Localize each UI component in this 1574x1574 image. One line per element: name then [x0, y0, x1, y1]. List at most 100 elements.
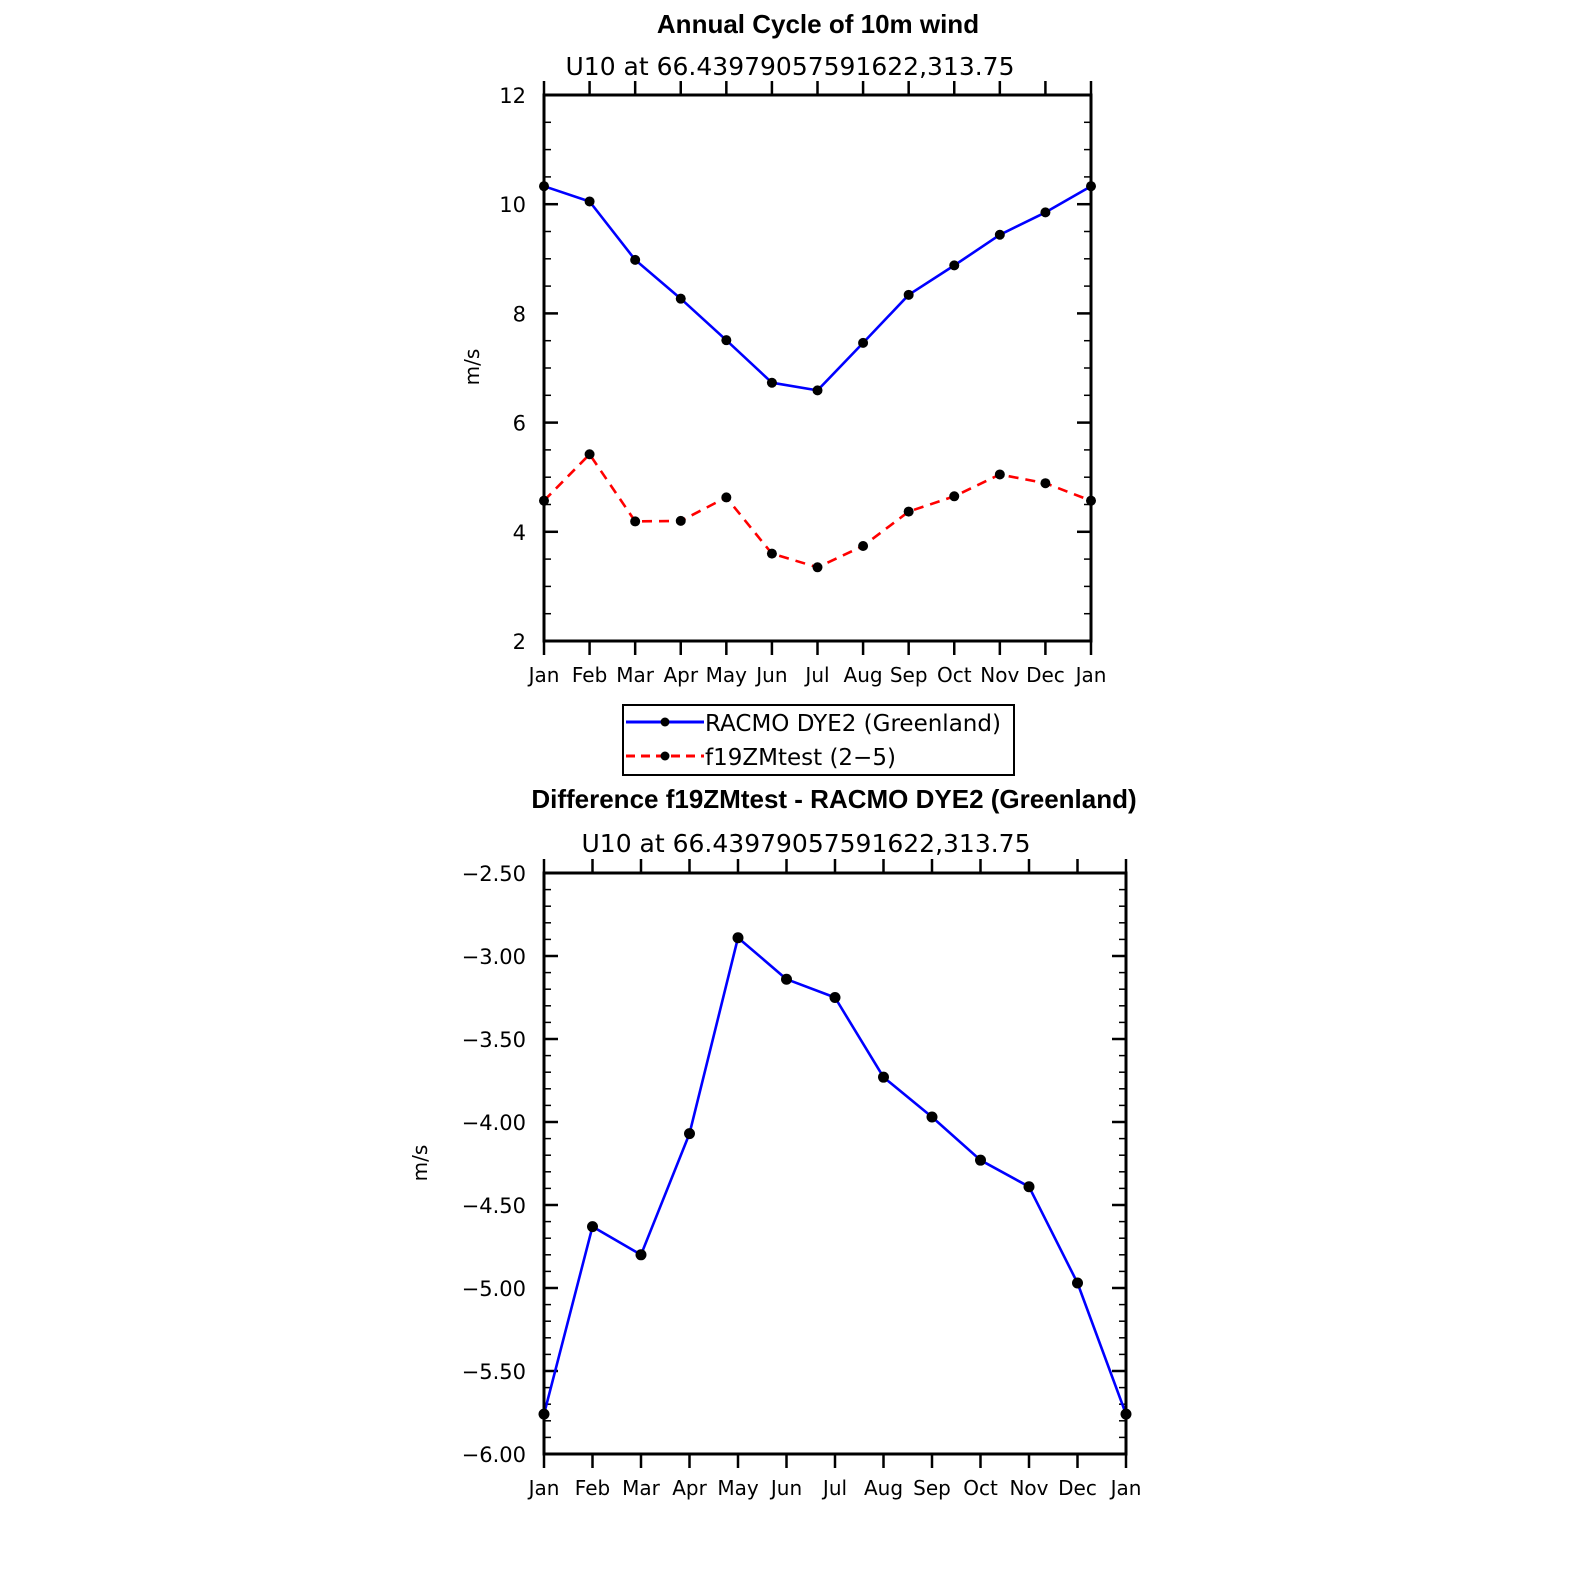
xtick-label: Feb	[575, 1476, 610, 1500]
data-point	[949, 260, 960, 271]
series-line-0	[543, 184, 1092, 392]
chart1-plot-frame	[542, 93, 1093, 643]
difference-chart: Difference f19ZMtest - RACMO DYE2 (Green…	[408, 784, 1141, 1500]
chart2-ytick-labels: −2.50 −3.00 −3.50 −4.00 −4.50 −5.00 −5.50 −6.00	[462, 862, 526, 1467]
data-point	[878, 1071, 889, 1083]
data-point	[994, 229, 1005, 240]
xtick-label: Aug	[844, 663, 883, 687]
data-point	[721, 492, 732, 503]
data-point	[1023, 1181, 1035, 1193]
data-point	[781, 973, 792, 985]
data-point	[584, 449, 595, 460]
chart1-legend: RACMO DYE2 (Greenland) f19ZMtest (2−5)	[622, 704, 1015, 776]
data-point	[630, 254, 641, 265]
chart1-ylabel: m/s	[460, 349, 484, 386]
ytick-label: 8	[513, 302, 526, 326]
data-point	[829, 992, 841, 1003]
xtick-label: Oct	[937, 663, 972, 687]
xtick-label: Jan	[1074, 663, 1107, 687]
ytick-label: 12	[499, 84, 526, 108]
xtick-label: Feb	[572, 663, 607, 687]
xtick-label: Jan	[527, 663, 560, 687]
xtick-label: Jun	[754, 663, 787, 687]
ytick-label: −6.00	[462, 1443, 526, 1467]
xtick-label: Jun	[769, 1476, 802, 1500]
chart2-series	[538, 932, 1132, 1420]
data-point	[812, 562, 823, 573]
xtick-label: Mar	[616, 663, 655, 687]
xtick-label: Oct	[963, 1476, 998, 1500]
ytick-label: −5.50	[462, 1360, 526, 1384]
xtick-label: Sep	[913, 1476, 951, 1500]
chart2-ylabel: m/s	[408, 1145, 432, 1182]
data-point	[994, 469, 1005, 480]
annual-cycle-chart: Annual Cycle of 10m wind U10 at 66.43979…	[460, 9, 1107, 776]
xtick-label: Apr	[672, 1476, 707, 1500]
chart2-title: Difference f19ZMtest - RACMO DYE2 (Green…	[531, 784, 1136, 814]
chart1-xtick-labels: Jan Feb Mar Apr May Jun Jul Aug Sep Oct Nov Dec Jan	[527, 663, 1107, 687]
data-point	[949, 491, 960, 502]
data-point	[675, 515, 686, 526]
data-point	[766, 548, 777, 559]
xtick-label: Dec	[1026, 663, 1065, 687]
ytick-label: 2	[513, 630, 526, 654]
xtick-label: Jan	[527, 1476, 560, 1500]
chart2-ticks	[542, 859, 1128, 1468]
legend-label-racmo: RACMO DYE2 (Greenland)	[705, 711, 1001, 737]
legend-label-f19zmtest: f19ZMtest (2−5)	[705, 745, 896, 771]
data-point	[975, 1154, 986, 1166]
ytick-label: −4.00	[462, 1111, 526, 1135]
data-point	[1072, 1277, 1083, 1289]
data-point	[732, 932, 744, 944]
ytick-label: −2.50	[462, 862, 526, 886]
xtick-label: Nov	[980, 663, 1019, 687]
ytick-label: −3.50	[462, 1028, 526, 1052]
data-point	[684, 1128, 695, 1140]
chart2-subtitle: U10 at 66.43979057591622,313.75	[582, 829, 1031, 858]
data-point	[675, 293, 686, 304]
series-line-1	[543, 452, 1092, 569]
xtick-label: Nov	[1009, 1476, 1048, 1500]
chart1-title: Annual Cycle of 10m wind	[657, 9, 979, 39]
data-point	[630, 516, 641, 527]
data-point	[858, 337, 869, 348]
data-point	[587, 1221, 598, 1233]
data-point	[1040, 478, 1051, 489]
data-point	[926, 1111, 938, 1123]
data-point	[1040, 207, 1051, 218]
ytick-label: −4.50	[462, 1194, 526, 1218]
ytick-label: 10	[499, 193, 526, 217]
xtick-label: Jul	[803, 663, 829, 687]
legend-box	[622, 704, 1015, 776]
xtick-label: Jan	[1109, 1476, 1142, 1500]
xtick-label: May	[706, 663, 748, 687]
series-line-0	[542, 936, 1128, 1415]
data-point	[721, 335, 732, 346]
data-point	[903, 506, 914, 517]
data-point	[812, 385, 823, 396]
ytick-label: 4	[513, 521, 526, 545]
data-point	[858, 540, 869, 551]
data-point	[766, 377, 777, 388]
ytick-label: −5.00	[462, 1277, 526, 1301]
legend-marker-f19zmtest	[660, 751, 670, 761]
xtick-label: Dec	[1058, 1476, 1097, 1500]
chart2-plot-frame	[542, 871, 1128, 1456]
ytick-label: 6	[513, 412, 526, 436]
xtick-label: Jul	[821, 1476, 847, 1500]
chart1-subtitle: U10 at 66.43979057591622,313.75	[566, 52, 1015, 81]
legend-marker-racmo	[660, 717, 670, 727]
chart1-series	[539, 181, 1096, 573]
xtick-label: May	[717, 1476, 759, 1500]
chart2-xtick-labels: Jan Feb Mar Apr May Jun Jul Aug Sep Oct Nov Dec Jan	[527, 1476, 1142, 1500]
xtick-label: Mar	[622, 1476, 661, 1500]
data-point	[635, 1249, 647, 1261]
xtick-label: Apr	[663, 663, 698, 687]
ytick-label: −3.00	[462, 945, 526, 969]
chart1-ytick-labels: 2 4 6 8 10 12	[499, 84, 526, 654]
xtick-label: Aug	[864, 1476, 903, 1500]
data-point	[584, 196, 595, 207]
xtick-label: Sep	[890, 663, 928, 687]
data-point	[903, 289, 914, 300]
